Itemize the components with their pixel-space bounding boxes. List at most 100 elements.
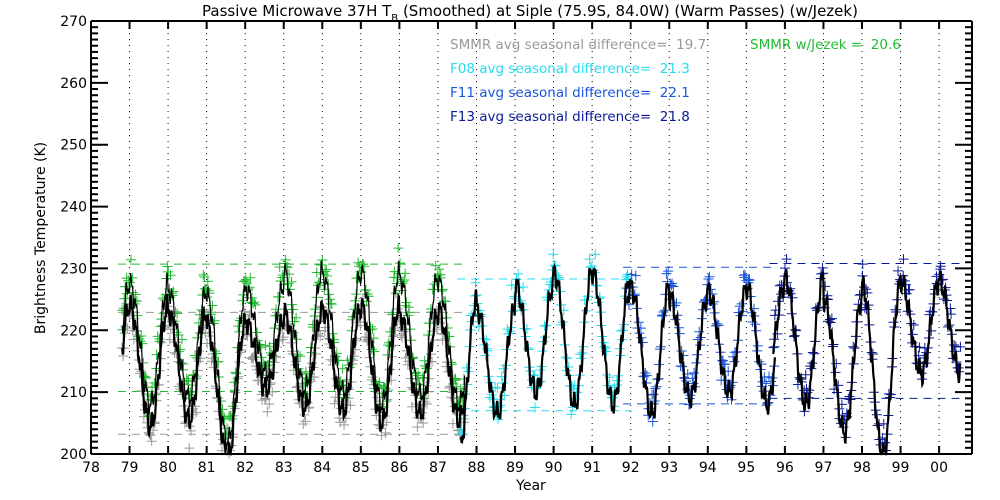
data-point [437,284,448,295]
data-point [264,399,275,410]
x-tick-label: 90 [545,460,563,476]
data-point [607,392,618,403]
x-axis-label: Year [515,478,546,494]
data-point [689,367,700,378]
annotation-f11: F11 avg seasonal difference= 22.1 [450,85,690,101]
chart-title-main: Passive Microwave 37H T [202,2,392,20]
y-tick-label: 210 [60,385,87,401]
data-point [288,304,299,315]
data-point [125,254,136,265]
data-point [428,284,439,295]
data-point [807,347,818,358]
grid-layer [129,21,940,454]
data-point [298,419,309,430]
data-point [369,346,380,357]
data-point [704,271,715,282]
data-point [204,288,215,299]
x-tick-label: 93 [660,460,678,476]
smoothed-line-f11 [625,278,776,420]
data-point [844,391,855,402]
chart-title-suffix: (Smoothed) at Siple (75.9S, 84.0W) (Warm… [398,2,858,20]
data-point [953,362,964,373]
data-point [548,249,559,260]
data-point [890,304,901,315]
data-point [202,276,213,287]
data-point [245,272,256,283]
data-point [277,269,288,280]
data-point [435,269,446,280]
data-point [320,266,331,277]
data-point [162,261,173,272]
x-tick-label: 94 [699,460,717,476]
annotation-smmr-jezek: SMMR w/Jezek = 20.6 [750,37,901,53]
x-tick-label: 98 [853,460,871,476]
data-point [584,254,595,265]
data-point [513,268,524,279]
data-point [265,377,276,388]
data-point [470,277,481,288]
x-tick-label: 80 [159,460,177,476]
data-point [401,297,412,308]
data-point [262,406,273,417]
data-point [130,289,141,300]
data-point [339,419,350,430]
x-tick-label: 89 [506,460,524,476]
data-point [252,327,263,338]
data-point [492,383,503,394]
data-point [398,326,409,337]
x-tick-label: 92 [622,460,640,476]
data-point [539,321,550,332]
x-tick-label: 95 [737,460,755,476]
data-point [586,261,597,272]
data-markers [116,243,966,459]
smoothed-lines [120,259,962,456]
data-point [857,259,868,270]
y-tick-label: 240 [60,200,87,216]
data-point [184,443,195,454]
data-point [647,416,658,427]
data-point [186,389,197,400]
data-point [362,336,373,347]
smoothed-line-f08 [460,262,630,444]
data-point [640,368,651,379]
x-tick-label: 88 [468,460,486,476]
y-tick-label: 220 [60,323,87,339]
data-point [630,270,641,281]
data-point [680,375,691,386]
data-point [626,269,637,280]
smoothed-line-smmr [120,292,466,456]
data-point [935,261,946,272]
data-point [423,329,434,340]
data-point [412,422,423,433]
x-tick-label: 87 [429,460,447,476]
data-point [376,430,387,441]
data-point [668,281,679,292]
data-point [323,289,334,300]
x-tick-label: 99 [892,460,910,476]
data-point [372,392,383,403]
data-point [286,276,297,287]
data-point [400,268,411,279]
data-point [239,276,250,287]
data-point [237,295,248,306]
y-tick-label: 200 [60,447,87,463]
data-point [434,264,445,275]
x-tick-label: 78 [82,460,100,476]
data-point [800,369,811,380]
data-point [820,281,831,292]
data-point [246,353,257,364]
smoothed-line-smmr-w-jezek [121,259,466,452]
x-tick-label: 83 [275,460,293,476]
data-point [955,341,966,352]
data-point [359,261,370,272]
data-point [241,278,252,289]
data-point [817,262,828,273]
y-tick-label: 260 [60,76,87,92]
axes: 200 210 220 230 240 250 260 270 78 79 80 81 82 83 84 85… [60,14,973,476]
data-point [321,264,332,275]
x-tick-label: 79 [121,460,139,476]
x-tick-label: 85 [352,460,370,476]
data-point [127,272,138,283]
data-point [828,339,839,350]
